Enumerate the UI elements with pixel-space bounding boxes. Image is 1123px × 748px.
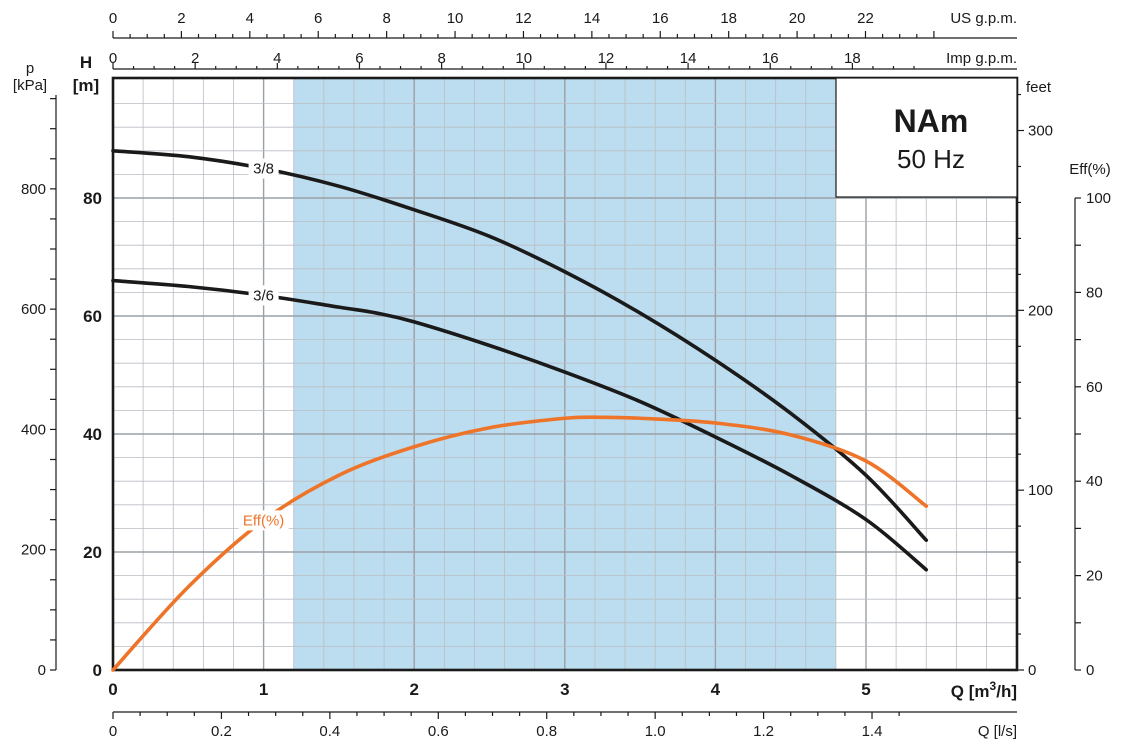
imp-gpm-tick-label: 12 [598,50,615,67]
us-gpm-tick-label: 6 [314,10,322,27]
flow-ls-tick-label: 0.8 [536,723,557,740]
feet-tick-label: 100 [1028,482,1053,499]
us-gpm-tick-label: 22 [857,10,874,27]
flow-ls-tick-label: 0.2 [211,723,232,740]
feet-tick-label: 300 [1028,123,1053,140]
imp-gpm-tick-label: 10 [515,50,532,67]
us-gpm-tick-label: 0 [109,10,117,27]
feet-tick-label: 200 [1028,302,1053,319]
head-axis-title-top: H [80,53,92,72]
eff-tick-label: 40 [1086,473,1103,490]
curve-eff [111,415,929,672]
curve-label-bg [248,158,279,179]
imp-gpm-tick-label: 2 [191,50,199,67]
plot-frame [111,76,1019,672]
curve-label-bg [238,510,289,531]
us-gpm-tick-label: 14 [584,10,601,27]
imp-gpm-tick-label: 4 [273,50,281,67]
flow-tick-label: 3 [560,680,569,699]
flow-tick-label: 4 [711,680,721,699]
head-tick-label: 60 [83,307,102,326]
head-tick-label: 0 [93,661,102,680]
top-us-axis-title: US g.p.m. [950,10,1017,27]
head-tick-label: 20 [83,543,102,562]
pressure-tick-label: 800 [21,181,46,198]
us-gpm-tick-label: 16 [652,10,669,27]
flow-ls-axis-title: Q [l/s] [978,723,1017,740]
flow-ls-tick-label: 0 [109,723,117,740]
us-gpm-tick-label: 10 [447,10,464,27]
flow-tick-label: 2 [409,680,418,699]
flow-axis-title: Q [m3/h] [951,679,1017,701]
curve-label-bg [248,285,279,306]
us-gpm-tick-label: 12 [515,10,532,27]
flow-tick-label: 0 [108,680,117,699]
flow-ls-tick-label: 1.2 [753,723,774,740]
eff-tick-label: 20 [1086,568,1103,585]
feet-tick-label: 0 [1028,662,1036,679]
us-gpm-tick-label: 8 [382,10,390,27]
title-box [835,77,1018,198]
pressure-axis-title-top: p [26,60,34,77]
imp-gpm-tick-label: 16 [762,50,779,67]
us-gpm-tick-label: 20 [789,10,806,27]
imp-gpm-tick-label: 0 [109,50,117,67]
pressure-axis-title-bottom: [kPa] [13,77,47,94]
eff-axis-title: Eff(%) [1069,161,1110,178]
pressure-tick-label: 200 [21,542,46,559]
eff-tick-label: 80 [1086,284,1103,301]
pressure-tick-label: 600 [21,301,46,318]
us-gpm-tick-label: 18 [720,10,737,27]
us-gpm-tick-label: 2 [177,10,185,27]
flow-ls-tick-label: 1.4 [862,723,883,740]
pressure-tick-label: 0 [38,662,46,679]
chart-subtitle: 50 Hz [897,144,965,174]
flow-tick-label: 1 [259,680,268,699]
curve-label-3-6: 3/6 [253,287,274,304]
eff-tick-label: 60 [1086,379,1103,396]
flow-ls-tick-label: 0.4 [319,723,340,740]
imp-gpm-tick-label: 18 [844,50,861,67]
flow-tick-label: 5 [861,680,870,699]
pressure-tick-label: 400 [21,421,46,438]
head-tick-label: 40 [83,425,102,444]
top-imp-axis-title: Imp g.p.m. [946,50,1017,67]
feet-axis-title: feet [1026,79,1052,96]
imp-gpm-tick-label: 6 [355,50,363,67]
us-gpm-tick-label: 4 [246,10,254,27]
imp-gpm-tick-label: 8 [437,50,445,67]
curve-label-3-8: 3/8 [253,161,274,178]
chart-title: NAm [894,103,969,139]
eff-tick-label: 0 [1086,662,1094,679]
imp-gpm-tick-label: 14 [680,50,697,67]
flow-ls-tick-label: 1.0 [645,723,666,740]
head-tick-label: 80 [83,189,102,208]
eff-tick-label: 100 [1086,190,1111,207]
head-axis-title-bottom: [m] [73,76,99,95]
curve-label-eff: Eff(%) [243,512,284,529]
flow-ls-tick-label: 0.6 [428,723,449,740]
